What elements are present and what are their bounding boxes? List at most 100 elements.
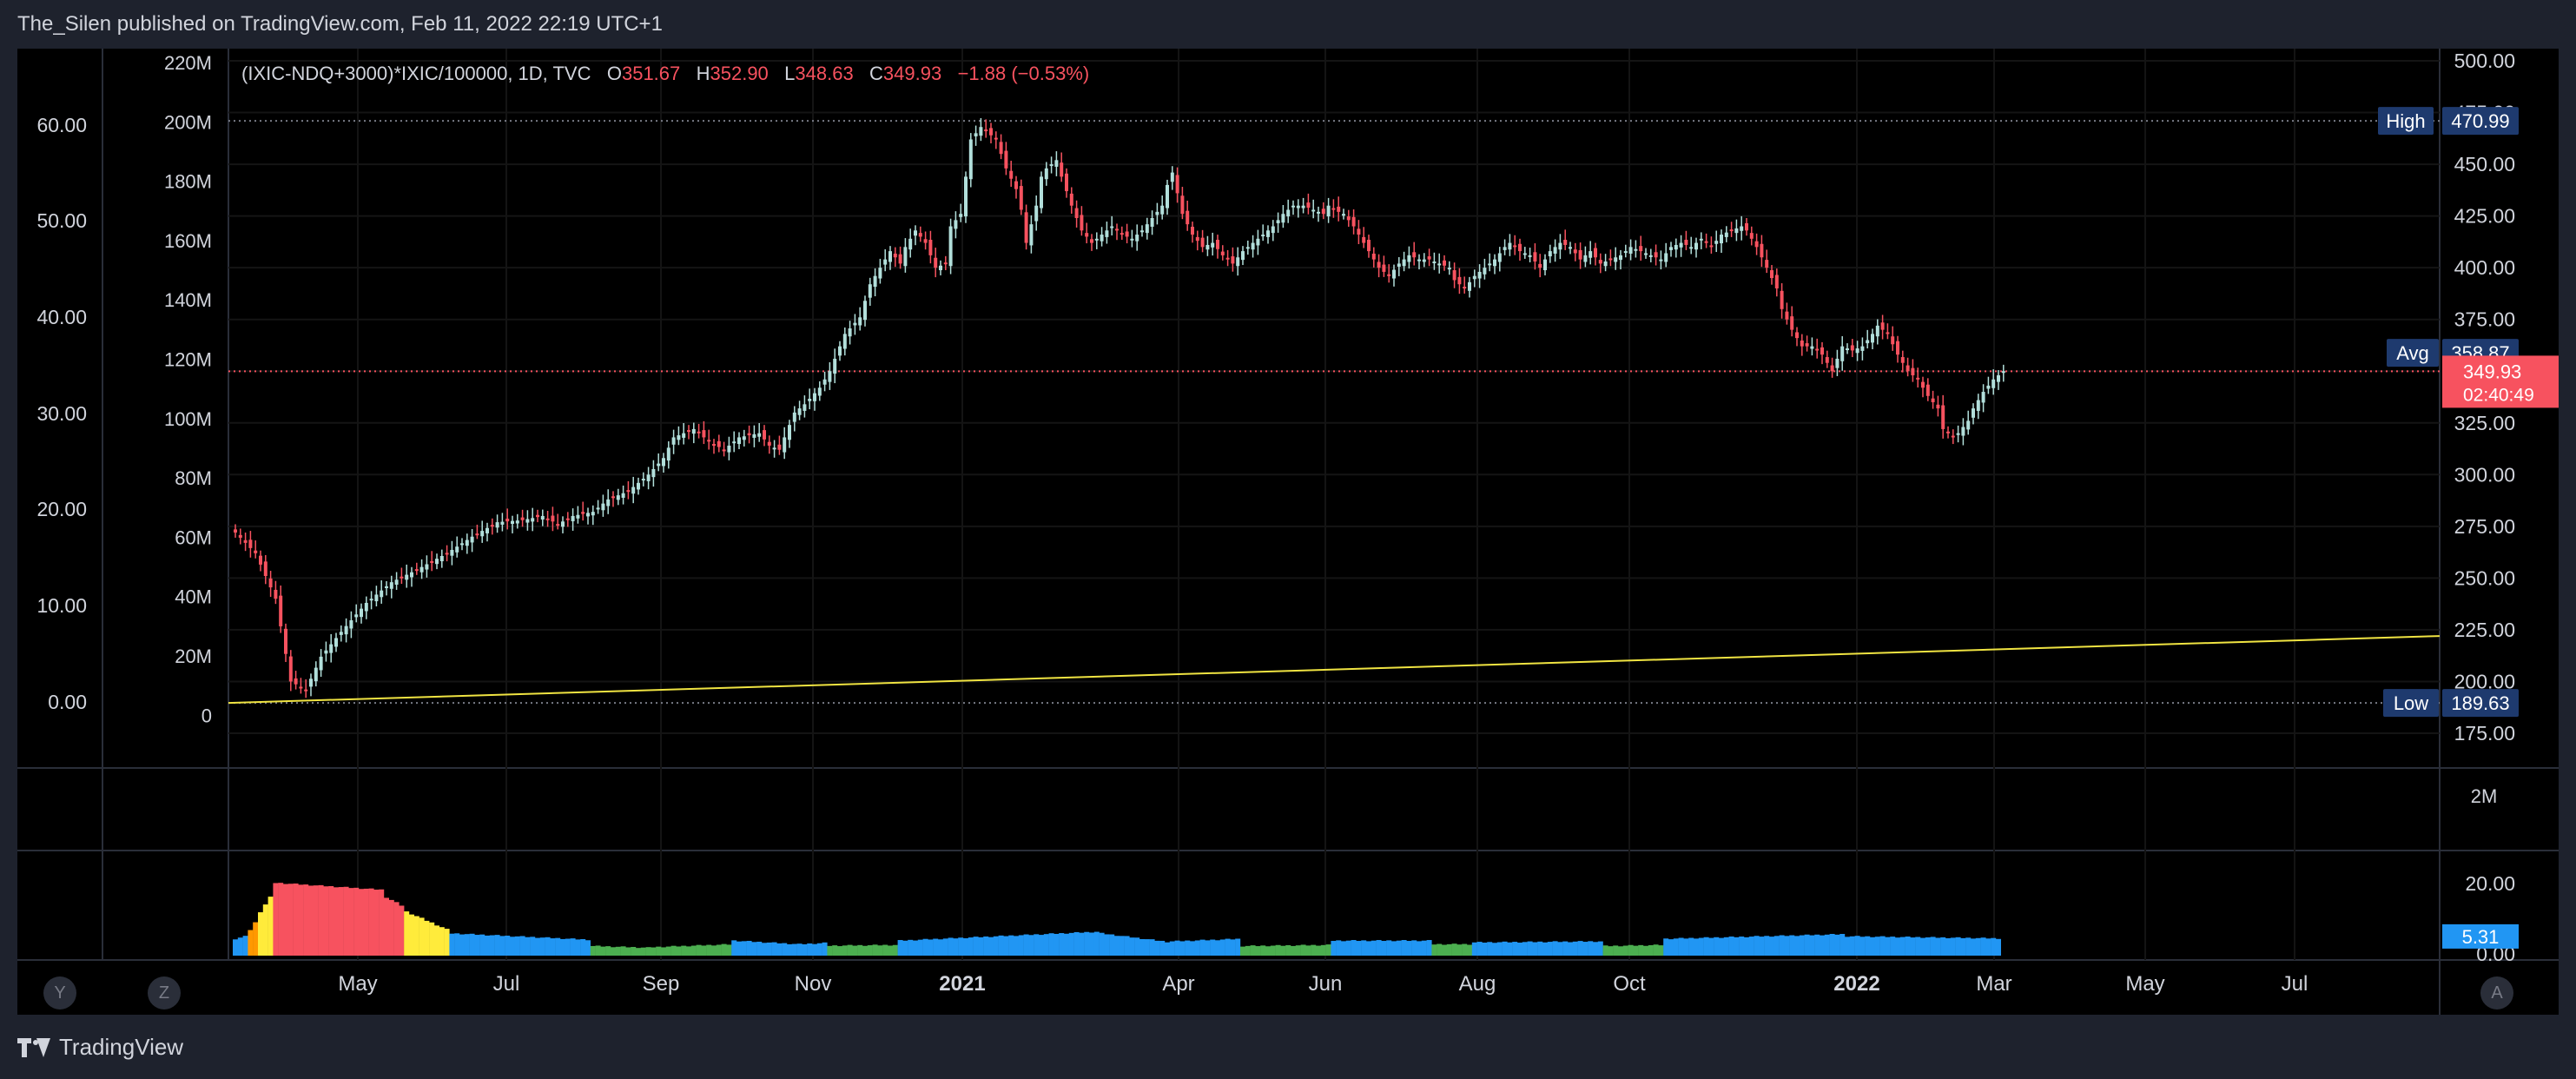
scale-z-button[interactable]: Z [148,976,181,1009]
symbol-label[interactable]: (IXIC-NDQ+3000)*IXIC/100000, 1D, TVC [241,63,591,84]
candle-body [732,441,736,444]
candle-body [1140,230,1144,233]
osc-bar [1870,937,1875,956]
brand-name: TradingView [59,1034,184,1060]
osc-bar [1496,942,1503,956]
candle-body [1195,236,1199,242]
osc-bar [318,884,324,956]
osc-bar [928,939,934,956]
candle-body [394,579,399,586]
candle-body [1951,435,1955,438]
osc-bar [1849,936,1855,956]
candle-body [817,387,822,396]
candle-body [1729,229,1734,232]
scale-y-button[interactable]: Y [43,976,76,1009]
candle-body [1972,408,1975,418]
candle-body [1966,420,1971,430]
high-badge-label: High [2386,110,2425,132]
osc-bar [842,945,848,956]
candle-body [828,371,832,382]
candle-body [838,346,842,356]
candle-body [641,479,645,481]
candle-body [1472,275,1476,280]
candle-body [737,437,741,445]
candle-body [1377,261,1381,268]
chart-svg[interactable]: May Jul Sep Nov 2021 Apr Jun Aug Oct 2022 Mar May Ju… [17,49,2559,1015]
candle-body [1714,241,1719,244]
chart-frame[interactable]: May Jul Sep Nov 2021 Apr Jun Aug Oct 2022 Mar May Ju… [17,49,2559,1015]
candle-body [1815,348,1820,351]
candle-body [1674,244,1678,250]
osc-bar [1719,937,1724,956]
candle-body [1170,172,1174,182]
price-tick-label: 300.00 [2454,463,2515,486]
osc-bar [429,922,435,956]
osc-bar [1210,939,1216,956]
candle-body [1860,346,1865,351]
candle-body [783,437,787,453]
osc-bar [1381,941,1387,956]
osc-bar [690,945,697,956]
osc-bar [771,942,777,956]
left-tick-label: 50.00 [36,209,87,232]
osc-bar [1487,942,1493,956]
candle-body [1019,186,1023,210]
candle-body [989,128,993,136]
osc-tick-label: 20.00 [2465,872,2515,895]
tradingview-brand[interactable]: TradingView [17,1034,183,1061]
osc-bar [1165,942,1170,956]
candle-body [1770,270,1773,279]
candle-body [1191,226,1194,235]
osc-bar [1809,935,1815,956]
candle-body [984,129,988,132]
candle-body [1477,271,1482,279]
candle-body [934,257,938,268]
candle-body [863,301,867,321]
osc-bar [636,948,641,956]
candle-body [1795,332,1799,339]
candle-body [923,239,928,243]
candle-body [360,608,363,618]
candles-group [234,117,2005,698]
osc-bar [413,916,419,956]
open-label: O [606,63,622,84]
candle-body [1382,264,1386,272]
candle-body [304,689,308,692]
osc-bar [1230,939,1236,956]
candle-body [380,590,384,598]
candle-body [908,238,913,250]
osc-bar [625,947,631,956]
scale-y-label: Y [54,983,66,1003]
osc-bar [670,945,677,956]
candle-body [868,284,872,298]
candle-body [1931,398,1935,402]
candle-body [1427,256,1431,260]
auto-scale-button[interactable]: A [2480,976,2513,1009]
candle-body [1875,325,1879,337]
candle-body [1503,247,1507,250]
osc-bar [1728,936,1734,956]
price-tick-label: 250.00 [2454,566,2515,589]
osc-bar [1602,945,1608,956]
osc-bar [1003,936,1009,956]
x-tick-label: Sep [643,972,680,996]
osc-bar [1622,945,1628,956]
osc-bar [1824,934,1830,956]
osc-bar [1235,938,1241,956]
high-label: H [696,63,710,84]
candle-body [1603,261,1608,267]
osc-bar [1643,945,1648,956]
candle-body [1548,251,1552,257]
candle-body [1085,233,1089,237]
osc-bar [1618,946,1623,956]
osc-bar [449,933,455,956]
osc-bar [1714,937,1720,956]
osc-bar [807,943,813,956]
candle-body [964,176,968,217]
osc-bar [888,945,893,956]
osc-bar [393,902,400,956]
osc-bar [902,940,908,956]
osc-bar [1522,942,1528,956]
osc-bar [1159,940,1166,956]
osc-bar [1426,940,1432,956]
